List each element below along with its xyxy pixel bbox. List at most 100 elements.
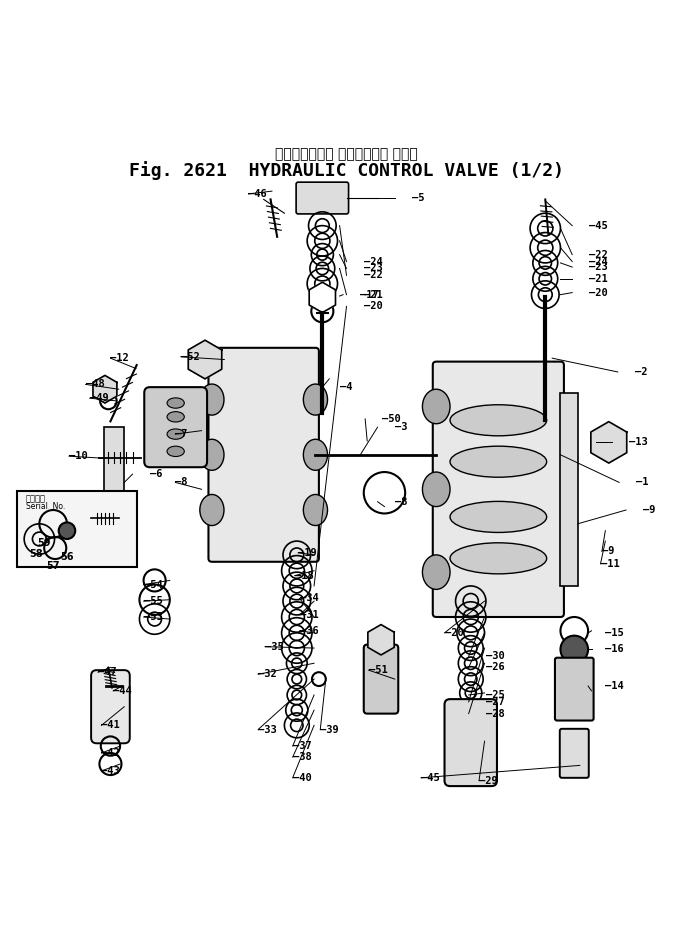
Text: —45: —45 — [421, 773, 440, 783]
Text: —17: —17 — [360, 290, 379, 300]
Ellipse shape — [450, 543, 547, 573]
Text: —31: —31 — [299, 610, 318, 620]
Polygon shape — [309, 282, 335, 313]
Polygon shape — [93, 376, 117, 403]
Text: —54: —54 — [143, 579, 162, 590]
Text: —27: —27 — [486, 697, 505, 707]
Text: —5: —5 — [412, 193, 425, 203]
Text: —43: —43 — [101, 766, 120, 776]
FancyBboxPatch shape — [444, 699, 497, 786]
Text: —37: —37 — [292, 741, 311, 751]
Text: —23: —23 — [590, 262, 608, 272]
Bar — [103, 427, 124, 510]
Text: —21: —21 — [364, 290, 383, 300]
Text: —18: —18 — [295, 571, 313, 580]
FancyBboxPatch shape — [296, 183, 349, 214]
Text: —26: —26 — [486, 663, 505, 672]
Text: —8: —8 — [395, 496, 407, 507]
Text: 58: 58 — [29, 549, 43, 559]
Text: —10: —10 — [69, 451, 88, 461]
Ellipse shape — [304, 384, 328, 415]
FancyBboxPatch shape — [432, 361, 564, 617]
Text: —41: —41 — [101, 720, 120, 730]
Text: —23: —23 — [364, 263, 383, 274]
Text: —24: —24 — [590, 257, 608, 266]
Text: —14: —14 — [605, 681, 624, 691]
Text: 適用号数: 適用号数 — [26, 495, 46, 504]
Text: —15: —15 — [605, 628, 624, 638]
FancyBboxPatch shape — [560, 728, 589, 778]
Text: Fig. 2621  HYDRAULIC CONTROL VALVE (1/2): Fig. 2621 HYDRAULIC CONTROL VALVE (1/2) — [129, 161, 564, 180]
Text: —53: —53 — [143, 612, 162, 622]
Text: —21: —21 — [590, 274, 608, 283]
Ellipse shape — [167, 412, 184, 422]
Text: —33: —33 — [258, 725, 277, 734]
Ellipse shape — [423, 472, 450, 507]
Text: ハイドロリック コントロール バルブ: ハイドロリック コントロール バルブ — [275, 147, 418, 162]
Ellipse shape — [450, 405, 547, 436]
Text: —42: —42 — [101, 748, 120, 758]
Text: —47: —47 — [98, 668, 116, 677]
Text: —55: —55 — [143, 596, 162, 606]
FancyBboxPatch shape — [209, 348, 319, 562]
Ellipse shape — [200, 495, 224, 526]
Ellipse shape — [200, 384, 224, 415]
Text: —3: —3 — [395, 422, 407, 432]
Polygon shape — [188, 340, 222, 378]
Text: —11: —11 — [601, 559, 620, 569]
FancyBboxPatch shape — [364, 645, 398, 713]
Text: —34: —34 — [299, 593, 318, 603]
Bar — [561, 393, 578, 586]
Text: —7: —7 — [175, 429, 188, 439]
Text: —8: —8 — [175, 477, 188, 488]
Text: —45: —45 — [590, 221, 608, 231]
Ellipse shape — [167, 446, 184, 456]
Text: 57: 57 — [46, 561, 60, 571]
Ellipse shape — [304, 495, 328, 526]
Text: —12: —12 — [110, 353, 129, 363]
Text: Serial  No.: Serial No. — [26, 501, 65, 511]
Ellipse shape — [304, 439, 328, 471]
Circle shape — [561, 635, 588, 663]
Text: —48: —48 — [86, 379, 105, 389]
Polygon shape — [368, 625, 394, 655]
Ellipse shape — [167, 429, 184, 439]
Text: —30: —30 — [486, 651, 505, 661]
Text: —16: —16 — [605, 645, 624, 654]
FancyBboxPatch shape — [91, 670, 130, 744]
Polygon shape — [591, 421, 626, 463]
Text: —19: —19 — [298, 548, 317, 558]
Text: 56: 56 — [60, 552, 73, 562]
Text: —20: —20 — [364, 301, 383, 311]
Text: —4: —4 — [340, 382, 352, 392]
Text: —50: —50 — [383, 414, 401, 424]
FancyBboxPatch shape — [555, 658, 594, 721]
Text: —36: —36 — [299, 626, 318, 636]
Ellipse shape — [167, 398, 184, 408]
Circle shape — [59, 522, 76, 539]
Ellipse shape — [423, 554, 450, 590]
Text: —49: —49 — [89, 393, 109, 403]
Text: —2: —2 — [635, 367, 647, 377]
Text: 59: 59 — [37, 538, 51, 548]
Text: —9: —9 — [643, 505, 656, 515]
Text: —24: —24 — [364, 257, 383, 266]
Text: —9: —9 — [602, 547, 615, 556]
Ellipse shape — [450, 501, 547, 533]
Text: —46: —46 — [249, 189, 267, 199]
Text: —32: —32 — [258, 670, 277, 679]
Text: —38: —38 — [292, 752, 311, 762]
Text: —28: —28 — [486, 708, 505, 719]
Ellipse shape — [450, 446, 547, 477]
Text: —44: —44 — [113, 686, 132, 696]
Text: —1: —1 — [636, 477, 649, 488]
FancyBboxPatch shape — [144, 387, 207, 467]
Text: —35: —35 — [265, 642, 284, 651]
Bar — [17, 491, 137, 567]
Ellipse shape — [423, 389, 450, 424]
Text: —39: —39 — [320, 725, 339, 734]
Text: —25: —25 — [486, 690, 505, 700]
Ellipse shape — [200, 439, 224, 471]
Text: —13: —13 — [629, 437, 648, 447]
Text: —52: —52 — [181, 352, 200, 361]
